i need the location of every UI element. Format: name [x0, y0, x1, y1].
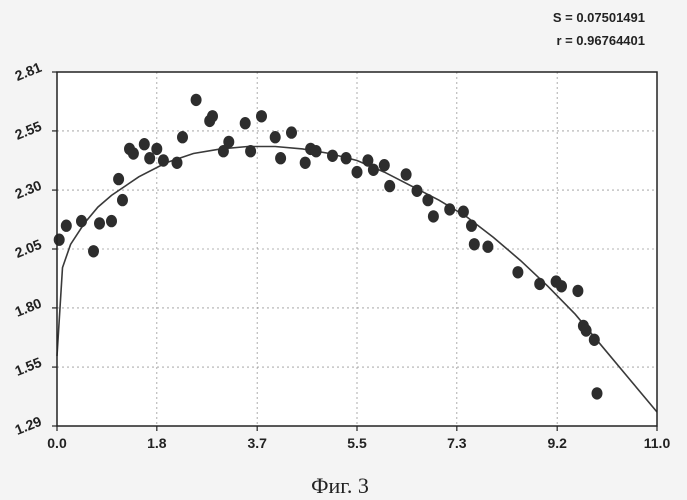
- data-point: [191, 94, 202, 106]
- data-point: [270, 131, 281, 143]
- data-point: [352, 166, 363, 178]
- data-point: [534, 278, 545, 290]
- data-point: [379, 159, 390, 171]
- data-point: [240, 117, 251, 129]
- data-point: [106, 215, 117, 227]
- data-point: [54, 234, 65, 246]
- y-tick-label: 2.81: [12, 59, 43, 84]
- data-point: [128, 147, 139, 159]
- data-point: [581, 324, 592, 336]
- x-tick-label: 5.5: [347, 435, 367, 451]
- data-point: [458, 206, 469, 218]
- y-tick-label: 2.55: [12, 118, 43, 143]
- data-point: [245, 145, 256, 157]
- data-point: [256, 110, 267, 122]
- data-point: [177, 131, 188, 143]
- x-tick-label: 3.7: [247, 435, 267, 451]
- data-point: [207, 110, 218, 122]
- data-point: [589, 334, 600, 346]
- data-point: [76, 215, 87, 227]
- x-axis-ticks: 0.0 1.8 3.7 5.5 7.3 9.2 11.0: [47, 426, 670, 451]
- x-tick-label: 0.0: [47, 435, 67, 451]
- data-point: [512, 266, 523, 278]
- data-point: [94, 217, 105, 229]
- data-point: [412, 185, 423, 197]
- data-point: [286, 126, 297, 138]
- data-point: [422, 194, 433, 206]
- y-tick-label: 2.05: [12, 236, 43, 261]
- x-tick-label: 11.0: [644, 435, 671, 451]
- data-point: [556, 280, 567, 292]
- y-tick-label: 1.29: [12, 413, 43, 438]
- x-tick-label: 7.3: [447, 435, 467, 451]
- data-point: [158, 154, 169, 166]
- data-point: [223, 136, 234, 148]
- data-point: [151, 143, 162, 155]
- data-point: [482, 241, 493, 253]
- data-point: [275, 152, 286, 164]
- y-tick-label: 2.30: [12, 177, 43, 202]
- data-point: [113, 173, 124, 185]
- data-point: [300, 157, 311, 169]
- r-statistic: r = 0.96764401: [556, 33, 645, 48]
- s-statistic: S = 0.07501491: [553, 10, 645, 25]
- y-tick-label: 1.55: [12, 354, 43, 379]
- data-point: [327, 150, 338, 162]
- data-point: [572, 285, 583, 297]
- data-point: [384, 180, 395, 192]
- figure-caption: Фиг. 3: [311, 473, 369, 498]
- data-point: [368, 164, 379, 176]
- x-tick-label: 9.2: [547, 435, 567, 451]
- data-point: [466, 220, 477, 232]
- data-point: [61, 220, 72, 232]
- data-point: [172, 157, 183, 169]
- data-point: [592, 387, 603, 399]
- data-point: [341, 152, 352, 164]
- y-tick-label: 1.80: [12, 295, 43, 320]
- data-point: [428, 210, 439, 222]
- data-point: [139, 138, 150, 150]
- data-point: [444, 203, 455, 215]
- data-point: [469, 238, 480, 250]
- data-point: [88, 245, 99, 257]
- data-point: [117, 194, 128, 206]
- y-axis-ticks: 1.29 1.55 1.80 2.05 2.30 2.55 2.81: [12, 59, 57, 438]
- data-point: [401, 168, 412, 180]
- x-tick-label: 1.8: [147, 435, 167, 451]
- data-point: [311, 145, 322, 157]
